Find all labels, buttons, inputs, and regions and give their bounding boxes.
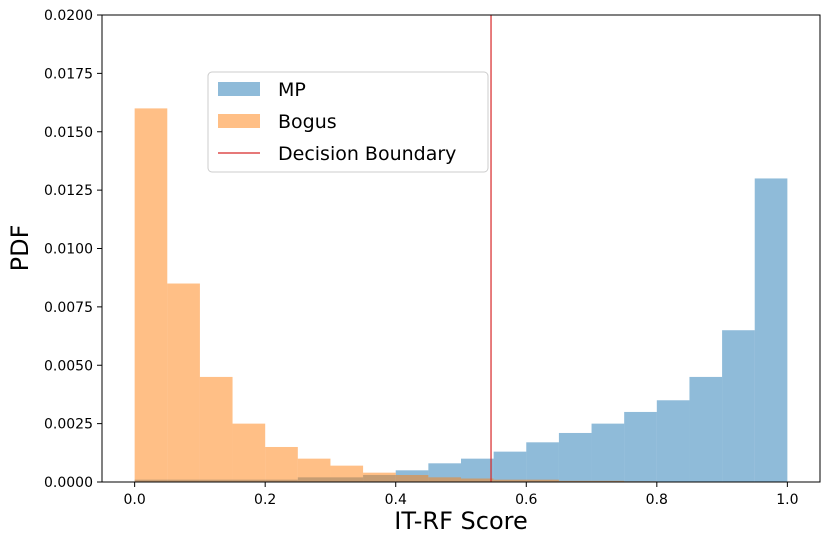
x-tick-label: 0.4 (385, 492, 407, 508)
mp-bar (754, 178, 788, 482)
mp-bar (624, 411, 657, 482)
bogus-bar (493, 479, 527, 482)
mp-bar (558, 432, 592, 482)
legend-swatch-bogus (218, 114, 260, 128)
y-tick-label: 0.0000 (44, 475, 93, 491)
x-tick-label: 1.0 (776, 492, 798, 508)
bogus-bar (428, 477, 461, 482)
bogus-bar (330, 465, 364, 482)
x-tick-label: 0.6 (515, 492, 537, 508)
bogus-bar (297, 458, 331, 482)
y-tick-label: 0.0025 (44, 417, 93, 433)
mp-bar (591, 423, 625, 483)
bogus-bar (461, 478, 494, 482)
bogus-bar (526, 479, 559, 482)
bogus-bar (363, 472, 396, 482)
mp-bar (493, 451, 527, 482)
x-tick-label: 0.2 (254, 492, 276, 508)
x-axis-title: IT-RF Score (394, 507, 528, 535)
legend-label-bogus: Bogus (278, 111, 337, 133)
bogus-bar (199, 376, 233, 482)
bogus-bar (395, 475, 429, 482)
bogus-bar (558, 480, 592, 482)
bogus-bar (134, 108, 168, 483)
x-axis: 0.0 0.2 0.4 0.6 0.8 1.0 (124, 482, 798, 508)
x-tick-label: 0.0 (124, 492, 146, 508)
y-axis-title: PDF (6, 225, 34, 272)
bogus-bar (591, 480, 625, 482)
y-tick-label: 0.0100 (44, 242, 93, 258)
legend-frame (207, 71, 489, 173)
legend-label-mp: MP (278, 79, 306, 101)
y-tick-label: 0.0125 (44, 183, 93, 199)
bogus-bar (232, 423, 266, 483)
y-tick-label: 0.0200 (44, 8, 93, 24)
y-tick-label: 0.0075 (44, 300, 93, 316)
y-tick-label: 0.0050 (44, 358, 93, 374)
legend-label-decision-boundary: Decision Boundary (278, 143, 456, 165)
bogus-bars (134, 108, 788, 483)
y-tick-label: 0.0150 (44, 125, 93, 141)
mp-bar (461, 458, 494, 482)
mp-bar (722, 330, 755, 482)
bogus-bar (167, 283, 200, 482)
mp-bar (526, 442, 559, 482)
mp-bar (689, 376, 723, 482)
bogus-bar (265, 446, 298, 482)
y-tick-label: 0.0175 (44, 66, 93, 82)
mp-bar (656, 400, 690, 482)
mp-bars (134, 178, 788, 483)
legend: MP Bogus Decision Boundary (207, 71, 489, 173)
y-axis: 0.0000 0.0025 0.0050 0.0075 0.0100 0.0125 0.01… (44, 8, 102, 491)
legend-swatch-mp (218, 82, 260, 96)
x-tick-label: 0.8 (646, 492, 668, 508)
